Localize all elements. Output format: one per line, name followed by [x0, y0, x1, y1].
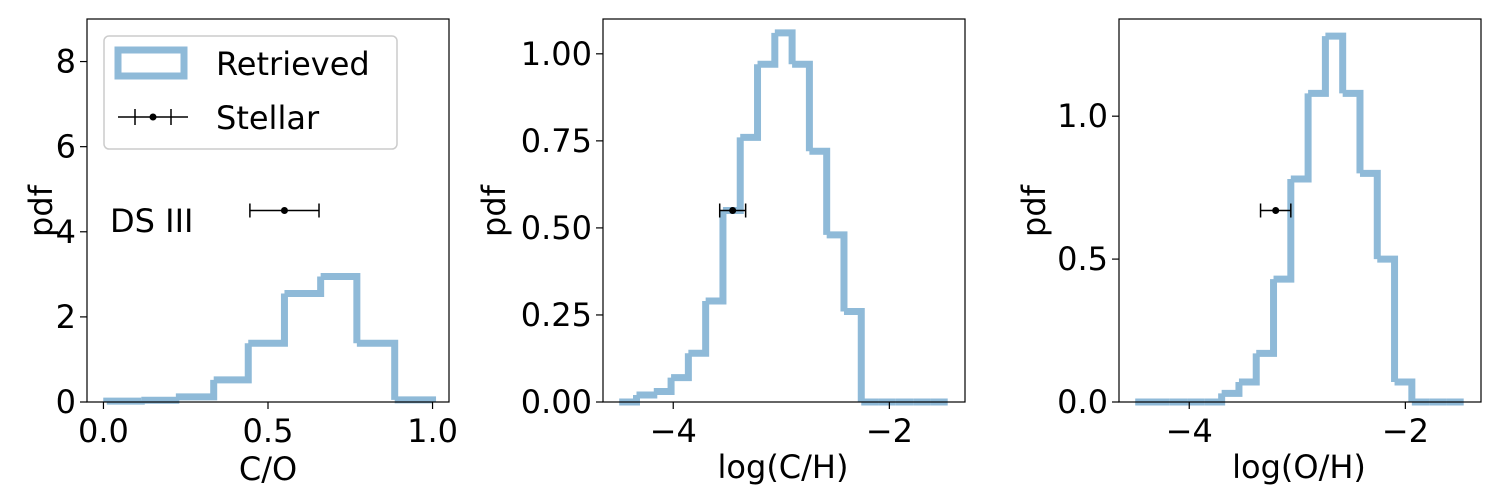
panel-co-hist-bin [175, 379, 218, 401]
panel-ch-hist-bin [740, 64, 762, 141]
panel-co-xlabel: C/O [239, 450, 297, 488]
panel-co-ytick-label: 4 [56, 213, 76, 251]
panel-ch-hist-bin [809, 147, 831, 235]
panel-co-stellar-point [280, 207, 288, 214]
panel-co-hist-bin [356, 339, 399, 400]
panel-oh-hist-bin [1377, 255, 1399, 382]
panel-ch-xlabel: log(C/H) [718, 448, 849, 486]
panel-co-hist-bin [248, 293, 288, 347]
panel-oh-axes-frame [1118, 18, 1482, 403]
panel-ch-hist-bin [843, 307, 865, 402]
legend-box [103, 35, 398, 150]
panel-co-hist-bin [284, 276, 325, 297]
panel-co-hist-bin [394, 396, 437, 404]
panel-ch-ylabel: pdf [475, 184, 513, 237]
panel-ch-stellar-errorbar [718, 203, 747, 218]
panel-co-ytick-label: 0 [56, 383, 76, 421]
panel-ch-xtick-label: −2 [866, 412, 913, 450]
panel-ch-hist-bin [653, 377, 675, 396]
ds-iii-annotation: DS III [110, 202, 193, 240]
panel-co-xtick-label: 0.5 [243, 412, 294, 450]
panel-oh-xlabel: log(O/H) [1232, 448, 1366, 486]
panel-co-hist-bin [213, 343, 252, 384]
panel-oh-hist-bin [1221, 381, 1243, 397]
panel-ch-plot: −4 −2 0.00 0.25 0.50 0.75 1.00 [521, 18, 966, 450]
panel-ch-hist-bin [688, 301, 710, 357]
panel-co-ytick-label: 8 [56, 43, 76, 81]
panel-oh-hist-bin [1238, 353, 1260, 386]
panel-co-hist-bin [141, 396, 180, 404]
panel-co-plot: 0.0 0.5 1.0 0 2 4 6 8 [56, 18, 458, 450]
panel-ch-hist-bin [671, 353, 692, 382]
panel-ch-hist-bin [636, 391, 658, 399]
legend-retrieved-swatch [114, 46, 188, 80]
panel-co-xtick-label: 0.0 [78, 412, 129, 450]
panel-oh-xtick-label: −2 [1382, 412, 1429, 450]
panel-oh-ylabel: pdf [1015, 184, 1053, 237]
panel-ch-hist-bin [792, 60, 813, 152]
panel-ch-axes-frame [602, 18, 966, 403]
panel-ch-hist-bin [705, 210, 727, 305]
panel-co-stellar-errorbar [249, 203, 320, 218]
panel-ch-stellar-point [729, 207, 737, 214]
panel-oh-ytick-label: 0.0 [1057, 383, 1108, 421]
panel-oh-xtick-label: −4 [1166, 412, 1213, 450]
legend: Retrieved Stellar [103, 35, 398, 150]
panel-oh-plot: −4 −2 0.0 0.5 1.0 [1057, 18, 1482, 450]
panel-oh-hist-bin [1342, 89, 1364, 174]
panel-oh-stellar-errorbar [1259, 203, 1292, 218]
panel-oh-hist-bin [1256, 279, 1278, 357]
panel-co-ytick-label: 6 [56, 128, 76, 166]
panel-ch-ytick-label: 0.75 [521, 122, 592, 160]
panel-ch-ytick-label: 1.00 [521, 35, 592, 73]
panel-ch: −4 −2 0.00 0.25 0.50 0.75 1.00 log(C/H) pdf [475, 18, 966, 486]
panel-co-xtick-label: 1.0 [407, 412, 458, 450]
panel-ch-ytick-label: 0.25 [521, 296, 592, 334]
legend-retrieved-label: Retrieved [216, 45, 370, 83]
panel-oh-hist-bin [1308, 36, 1329, 97]
legend-stellar-marker [118, 109, 188, 125]
panel-oh-hist-bin [1290, 93, 1312, 183]
panel-ch-ytick-label: 0.00 [521, 383, 592, 421]
panel-oh-stellar-point [1272, 207, 1280, 214]
panel-co-ytick-label: 2 [56, 298, 76, 336]
panel-oh-hist-bin [1359, 169, 1381, 260]
panel-ch-ytick-label: 0.50 [521, 209, 592, 247]
panel-ch-hist-bin [774, 29, 796, 65]
panel-co-ylabel: pdf [22, 184, 60, 237]
panel-ch-xtick-label: −4 [650, 412, 697, 450]
panel-oh: −4 −2 0.0 0.5 1.0 log(O/H) pdf [1015, 18, 1482, 486]
panel-oh-ytick-label: 0.5 [1057, 240, 1108, 278]
panel-co: 0.0 0.5 1.0 0 2 4 6 8 C/O pdf Retrieved Stellar… [22, 18, 458, 488]
panel-oh-ytick-label: 1.0 [1057, 97, 1108, 135]
panel-oh-hist-bin [1394, 378, 1416, 402]
panel-co-hist-bin [320, 272, 361, 344]
panel-oh-hist-bin [1325, 32, 1347, 94]
panel-ch-hist-bin [757, 32, 779, 68]
panel-ch-hist-bin [826, 231, 848, 312]
legend-stellar-label: Stellar [216, 99, 320, 137]
